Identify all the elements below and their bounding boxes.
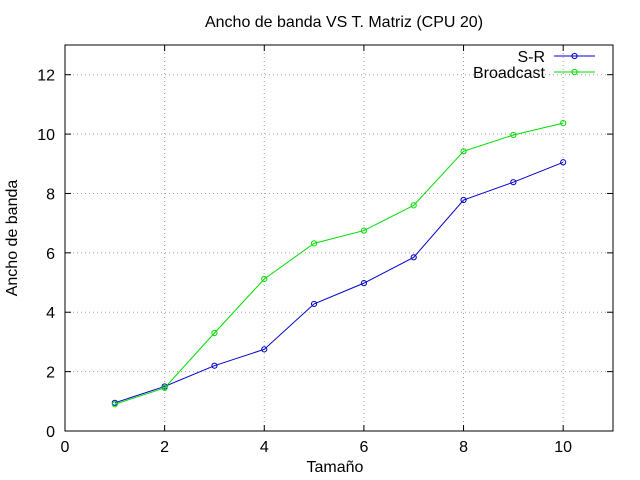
data-point-broadcast xyxy=(460,148,467,155)
data-point-s-r xyxy=(261,346,268,353)
data-point-s-r xyxy=(360,280,368,287)
series-line-s-r xyxy=(114,161,564,404)
data-point-broadcast xyxy=(111,401,118,408)
axes: 0 2 4 6 8 10 0 2 4 6 8 10 12 xyxy=(37,45,613,456)
data-point-s-r xyxy=(560,159,567,166)
legend-label-s-r: S-R xyxy=(517,49,545,66)
data-point-s-r xyxy=(460,196,467,204)
data-point-broadcast xyxy=(360,227,368,234)
x-axis-title: Tamaño xyxy=(307,459,364,476)
data-point-broadcast xyxy=(261,275,268,283)
legend-label-broadcast: Broadcast xyxy=(473,65,546,82)
x-tick-label: 2 xyxy=(160,439,169,456)
data-point-s-r xyxy=(410,254,417,261)
legend-marker-s-r xyxy=(571,52,578,60)
x-tick-label: 8 xyxy=(459,439,468,456)
series-line-broadcast xyxy=(114,122,564,405)
x-tick-label: 0 xyxy=(61,439,70,456)
x-tick-label: 4 xyxy=(260,439,269,456)
y-tick-label: 6 xyxy=(46,246,55,263)
x-tick-label: 10 xyxy=(554,439,572,456)
data-point-s-r xyxy=(510,179,517,186)
data-point-broadcast xyxy=(410,202,417,209)
data-point-broadcast xyxy=(310,240,318,247)
y-tick-label: 12 xyxy=(37,68,55,85)
y-tick-label: 0 xyxy=(46,424,55,441)
data-point-broadcast xyxy=(560,119,567,127)
plot-frame xyxy=(64,44,614,432)
y-tick-label: 2 xyxy=(46,365,55,382)
data-point-broadcast xyxy=(161,384,168,392)
chart-title: Ancho de banda VS T. Matriz (CPU 20) xyxy=(205,14,483,31)
legend-marker-broadcast xyxy=(571,68,578,76)
data-point-broadcast xyxy=(510,131,517,139)
series-group xyxy=(111,119,567,408)
data-point-broadcast xyxy=(211,329,218,337)
data-point-s-r xyxy=(310,300,318,308)
data-point-s-r xyxy=(211,362,218,369)
grid xyxy=(65,45,613,431)
x-tick-label: 6 xyxy=(359,439,368,456)
y-tick-label: 10 xyxy=(37,127,55,144)
y-tick-label: 8 xyxy=(46,186,55,203)
y-axis-title: Ancho de banda xyxy=(4,180,21,297)
y-tick-label: 4 xyxy=(46,305,55,322)
